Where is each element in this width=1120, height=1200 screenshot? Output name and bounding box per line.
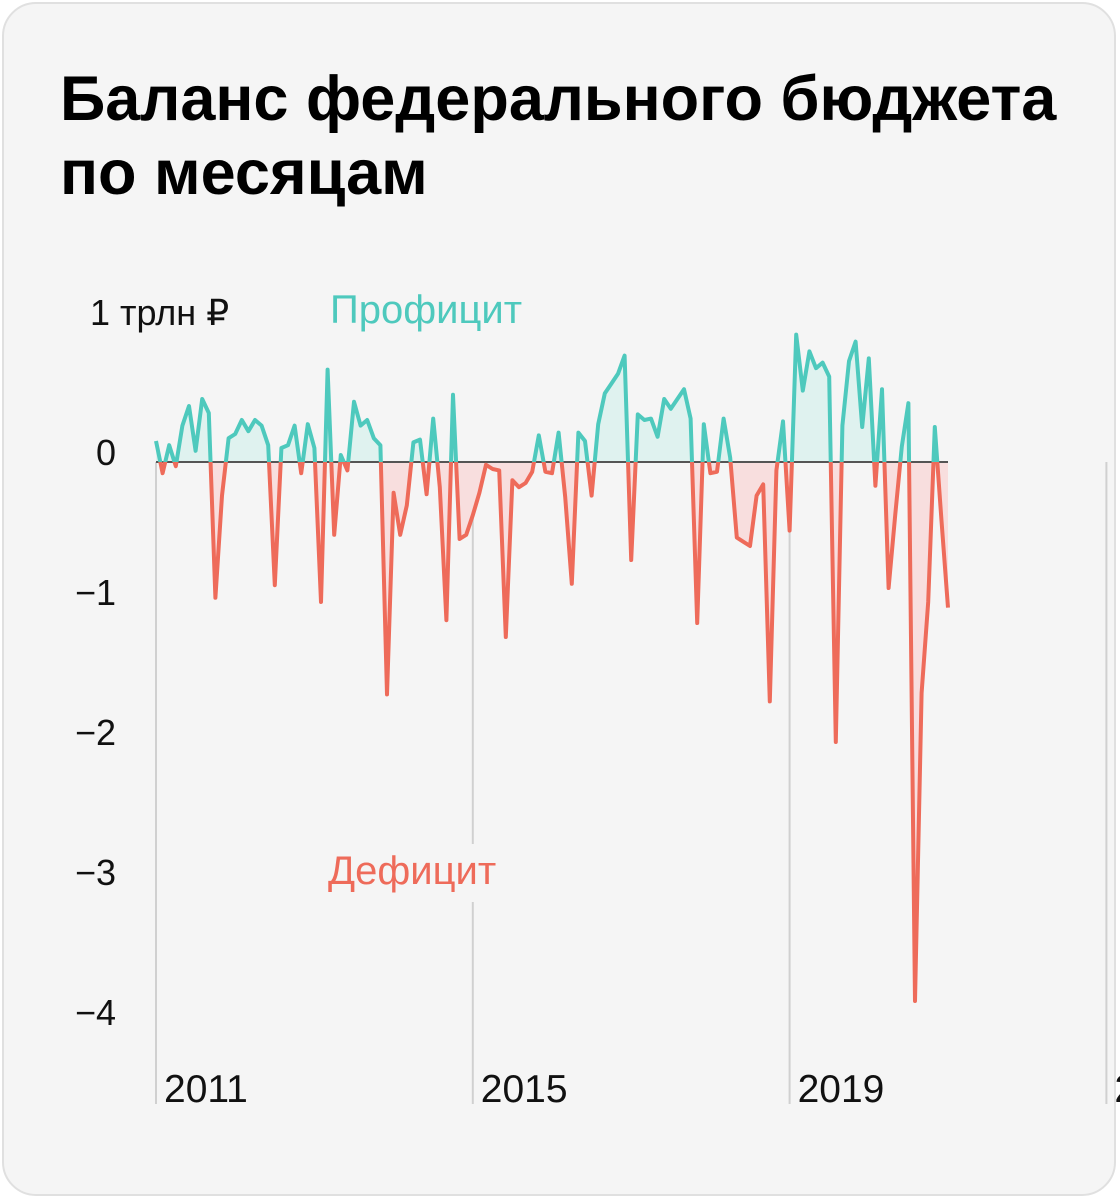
- surplus-area: [156, 334, 948, 462]
- y-tick-label: −1: [75, 572, 116, 613]
- surplus-line: [154, 332, 940, 462]
- x-tick-label: 2011: [164, 1068, 248, 1111]
- x-tick-label: 2015: [481, 1068, 568, 1111]
- annotation-backdrop: [322, 844, 518, 902]
- y-tick-label: −2: [75, 712, 116, 753]
- y-unit-label: 1 трлн ₽: [90, 292, 229, 333]
- x-tick-label: 2019: [798, 1068, 885, 1111]
- deficit-annotation: Дефицит: [328, 849, 496, 893]
- y-tick-label: 0: [96, 432, 116, 473]
- y-tick-label: −4: [75, 992, 116, 1033]
- surplus-annotation: Профицит: [330, 288, 522, 332]
- x-tick-label: 2023: [1114, 1068, 1120, 1111]
- chart-title: Баланс федерального бюджета по месяцам: [60, 64, 1057, 208]
- y-tick-label: −3: [75, 852, 116, 893]
- deficit-line: [158, 462, 950, 1003]
